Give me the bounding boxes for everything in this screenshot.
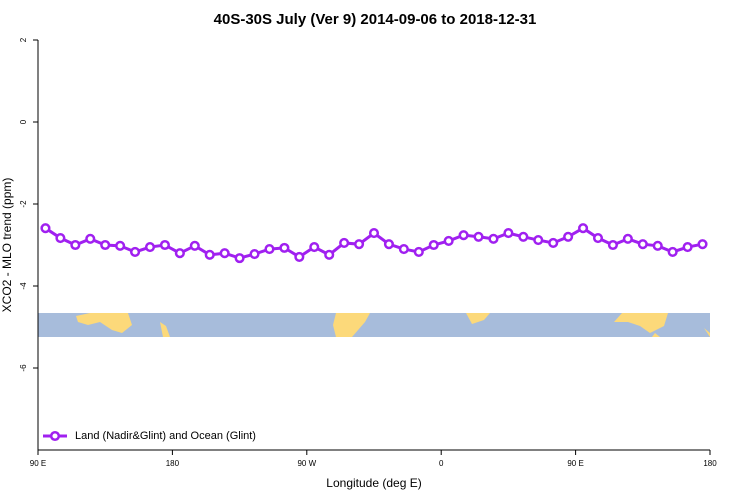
point — [473, 231, 484, 242]
point — [697, 239, 708, 250]
point — [398, 244, 409, 255]
point — [294, 251, 305, 262]
point — [488, 233, 499, 244]
legend-label: Land (Nadir&Glint) and Ocean (Glint) — [75, 430, 256, 442]
point — [85, 233, 96, 244]
point — [174, 248, 185, 259]
point — [204, 249, 215, 260]
point — [234, 253, 245, 264]
point — [548, 237, 559, 248]
point — [368, 228, 380, 239]
y-tick-label: -6 — [19, 364, 28, 372]
y-tick-label: -2 — [19, 200, 28, 208]
y-tick-label: 2 — [19, 37, 28, 42]
point — [309, 242, 320, 253]
x-axis-title: Longitude (deg E) — [326, 476, 421, 490]
y-axis-title: XCO2 - MLO trend (ppm) — [0, 178, 14, 313]
x-tick-label: 90 E — [567, 459, 583, 468]
point — [324, 249, 335, 260]
point — [70, 239, 81, 251]
y-tick-label: -4 — [19, 282, 28, 290]
point — [159, 239, 170, 251]
point — [130, 246, 141, 258]
point — [219, 248, 230, 259]
point — [607, 239, 618, 251]
x-tick-label: 90 W — [297, 459, 316, 468]
point — [637, 239, 648, 250]
point — [189, 240, 200, 251]
point — [354, 239, 365, 250]
point — [264, 244, 275, 255]
point — [622, 233, 633, 244]
point — [339, 237, 350, 248]
x-tick-label: 0 — [439, 459, 444, 468]
map-strip — [38, 313, 710, 337]
point — [518, 231, 529, 242]
point — [503, 228, 514, 239]
point — [115, 240, 126, 251]
point — [55, 232, 66, 244]
point — [458, 230, 469, 241]
point — [682, 242, 693, 253]
point — [443, 235, 454, 246]
point — [249, 248, 260, 260]
x-tick-label: 90 E — [30, 459, 46, 468]
chart-title: 40S-30S July (Ver 9) 2014-09-06 to 2018-… — [214, 11, 537, 28]
point — [578, 223, 589, 234]
point — [144, 242, 156, 253]
x-tick-label: 180 — [166, 459, 180, 468]
legend-marker — [49, 430, 61, 442]
point — [428, 239, 439, 251]
point — [40, 223, 51, 234]
point — [100, 239, 111, 251]
point — [279, 242, 290, 253]
point — [652, 240, 663, 251]
y-tick-label: 0 — [19, 119, 28, 124]
point — [413, 246, 424, 258]
x-tick-label: 180 — [703, 459, 717, 468]
point — [592, 232, 604, 244]
point — [383, 239, 394, 250]
point — [563, 231, 574, 242]
point — [667, 246, 678, 258]
point — [533, 235, 544, 246]
